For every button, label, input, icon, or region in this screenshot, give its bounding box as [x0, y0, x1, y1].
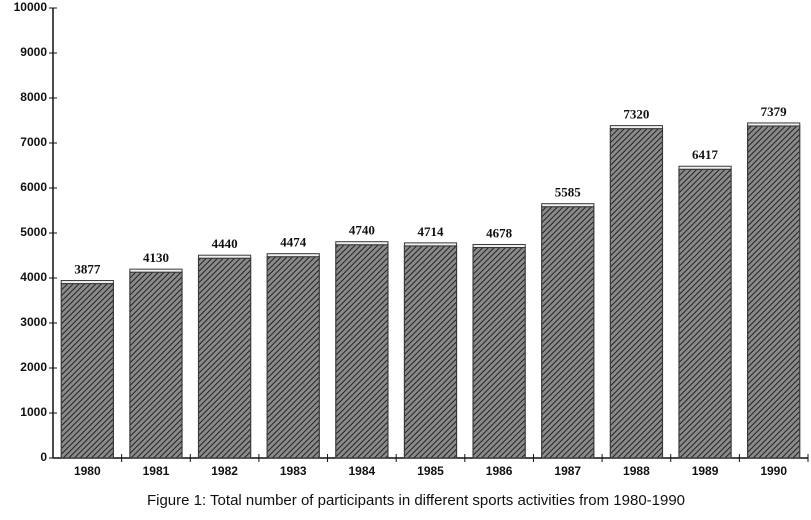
value-label: 4130: [143, 250, 169, 265]
bar: [609, 128, 664, 459]
bar: [678, 168, 732, 459]
y-tick-label: 9000: [20, 45, 47, 59]
x-tick-label: 1982: [211, 464, 238, 478]
y-tick-label: 7000: [20, 135, 47, 149]
bar: [197, 257, 252, 459]
value-label: 3877: [74, 262, 101, 277]
bar: [129, 271, 183, 459]
bar-top: [198, 254, 252, 259]
bar: [472, 246, 526, 459]
value-label: 6417: [692, 147, 719, 162]
bar-top: [335, 241, 389, 246]
x-tick-label: 1986: [486, 464, 513, 478]
value-label: 7379: [761, 104, 788, 119]
bar-top: [541, 203, 595, 208]
bar-top: [747, 122, 801, 127]
value-label: 4740: [349, 223, 375, 238]
bar-top: [403, 242, 458, 247]
bar-top: [266, 253, 320, 258]
bar-top: [129, 268, 183, 273]
x-tick-label: 1980: [74, 464, 101, 478]
bar: [60, 282, 114, 459]
value-label: 4474: [280, 235, 307, 250]
bar: [403, 245, 458, 459]
x-tick-label: 1990: [760, 464, 787, 478]
y-tick-label: 1000: [20, 405, 47, 419]
value-label: 4440: [212, 236, 238, 251]
bar: [266, 256, 320, 459]
value-label: 4678: [486, 225, 513, 240]
x-tick-label: 1989: [692, 464, 719, 478]
x-tick-label: 1985: [417, 464, 444, 478]
x-tick-label: 1984: [349, 464, 376, 478]
value-label: 7320: [623, 107, 649, 122]
y-tick-label: 8000: [20, 90, 47, 104]
bar: [746, 125, 801, 459]
y-tick-label: 6000: [20, 180, 47, 194]
bar: [541, 206, 595, 459]
y-tick-label: 2000: [20, 360, 47, 374]
x-tick-label: 1983: [280, 464, 307, 478]
y-tick-label: 3000: [20, 315, 47, 329]
bar-top: [60, 280, 114, 285]
bar-top: [472, 243, 526, 248]
x-tick-label: 1988: [623, 464, 650, 478]
x-tick-label: 1987: [554, 464, 581, 478]
y-tick-label: 4000: [20, 270, 47, 284]
y-tick-label: 0: [40, 450, 47, 464]
value-label: 5585: [555, 185, 582, 200]
x-tick-label: 1981: [143, 464, 170, 478]
bar-top: [678, 165, 732, 170]
chart-caption: Figure 1: Total number of participants i…: [147, 492, 685, 509]
value-label: 4714: [418, 224, 445, 239]
bar: [335, 244, 389, 459]
y-tick-label: 10000: [14, 0, 48, 14]
bar-top: [609, 125, 663, 130]
y-tick-label: 5000: [20, 225, 47, 239]
